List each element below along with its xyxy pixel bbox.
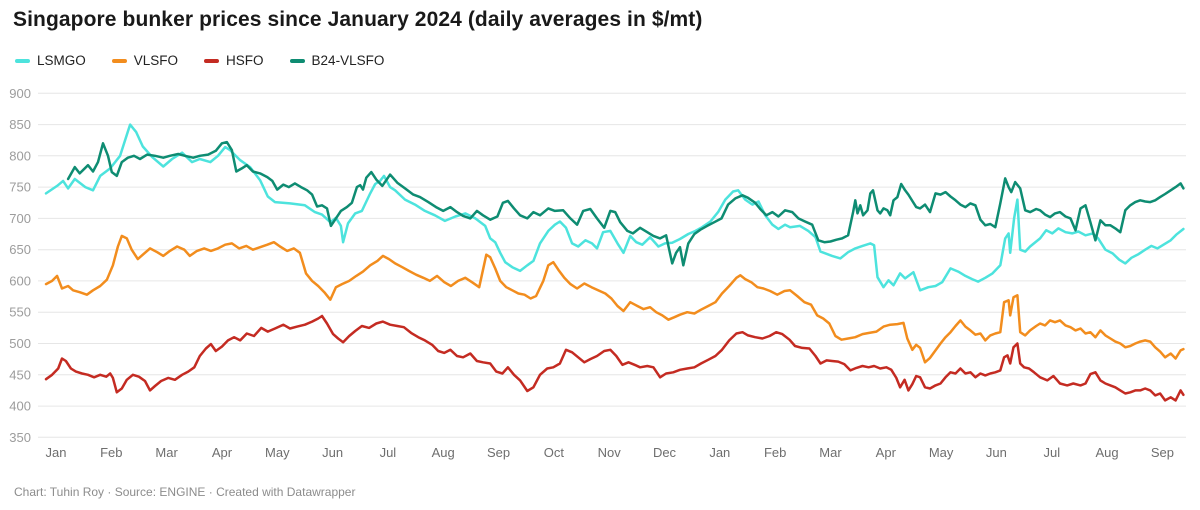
y-axis-label: 350	[9, 430, 31, 445]
x-axis-label: Sep	[487, 445, 510, 460]
x-axis-label: May	[265, 445, 290, 460]
attribution-footer: Chart: Tuhin Roy · Source: ENGINE · Crea…	[14, 485, 356, 499]
x-axis-label: Feb	[764, 445, 786, 460]
legend-label: LSMGO	[37, 53, 86, 68]
legend: LSMGO VLSFO HSFO B24-VLSFO	[15, 53, 384, 68]
y-axis-label: 450	[9, 367, 31, 382]
series-line-vlsfo	[44, 234, 1185, 364]
legend-item-b24-vlsfo: B24-VLSFO	[289, 53, 385, 68]
x-axis-label: Apr	[876, 445, 897, 460]
chart-title: Singapore bunker prices since January 20…	[13, 8, 703, 31]
legend-swatch-icon	[111, 58, 127, 63]
x-axis-label: Aug	[432, 445, 455, 460]
y-axis-label: 550	[9, 305, 31, 320]
y-axis-label: 600	[9, 273, 31, 288]
x-axis-label: Jan	[709, 445, 730, 460]
legend-item-hsfo: HSFO	[204, 53, 264, 68]
x-axis-label: Apr	[212, 445, 233, 460]
series-line-lsmgo	[44, 123, 1185, 292]
x-axis-label: May	[929, 445, 954, 460]
legend-swatch-icon	[204, 58, 220, 63]
legend-label: VLSFO	[133, 53, 179, 68]
x-axis-label: Jun	[986, 445, 1007, 460]
x-axis-label: Dec	[653, 445, 677, 460]
y-axis-label: 700	[9, 211, 31, 226]
legend-item-lsmgo: LSMGO	[15, 53, 86, 68]
legend-item-vlsfo: VLSFO	[111, 53, 179, 68]
x-axis-label: Mar	[155, 445, 178, 460]
x-axis-label: Mar	[819, 445, 842, 460]
legend-label: B24-VLSFO	[311, 53, 385, 68]
x-axis-label: Jul	[380, 445, 397, 460]
legend-label: HSFO	[226, 53, 264, 68]
x-axis-label: Jun	[322, 445, 343, 460]
x-axis-label: Sep	[1151, 445, 1174, 460]
x-axis-label: Jul	[1043, 445, 1060, 460]
legend-swatch-icon	[289, 58, 305, 63]
x-axis-label: Feb	[100, 445, 122, 460]
y-axis-label: 500	[9, 336, 31, 351]
series-line-hsfo	[44, 314, 1185, 402]
x-axis-label: Aug	[1096, 445, 1119, 460]
y-axis-label: 850	[9, 117, 31, 132]
x-axis-label: Nov	[598, 445, 622, 460]
x-axis-label: Jan	[46, 445, 67, 460]
y-axis-label: 750	[9, 180, 31, 195]
legend-swatch-icon	[15, 58, 30, 63]
series-line-b24-vlsfo	[66, 140, 1185, 267]
y-axis-label: 650	[9, 242, 31, 257]
x-axis-label: Oct	[544, 445, 565, 460]
y-axis-label: 400	[9, 399, 31, 414]
y-axis-label: 800	[9, 148, 31, 163]
y-axis-label: 900	[9, 86, 31, 101]
